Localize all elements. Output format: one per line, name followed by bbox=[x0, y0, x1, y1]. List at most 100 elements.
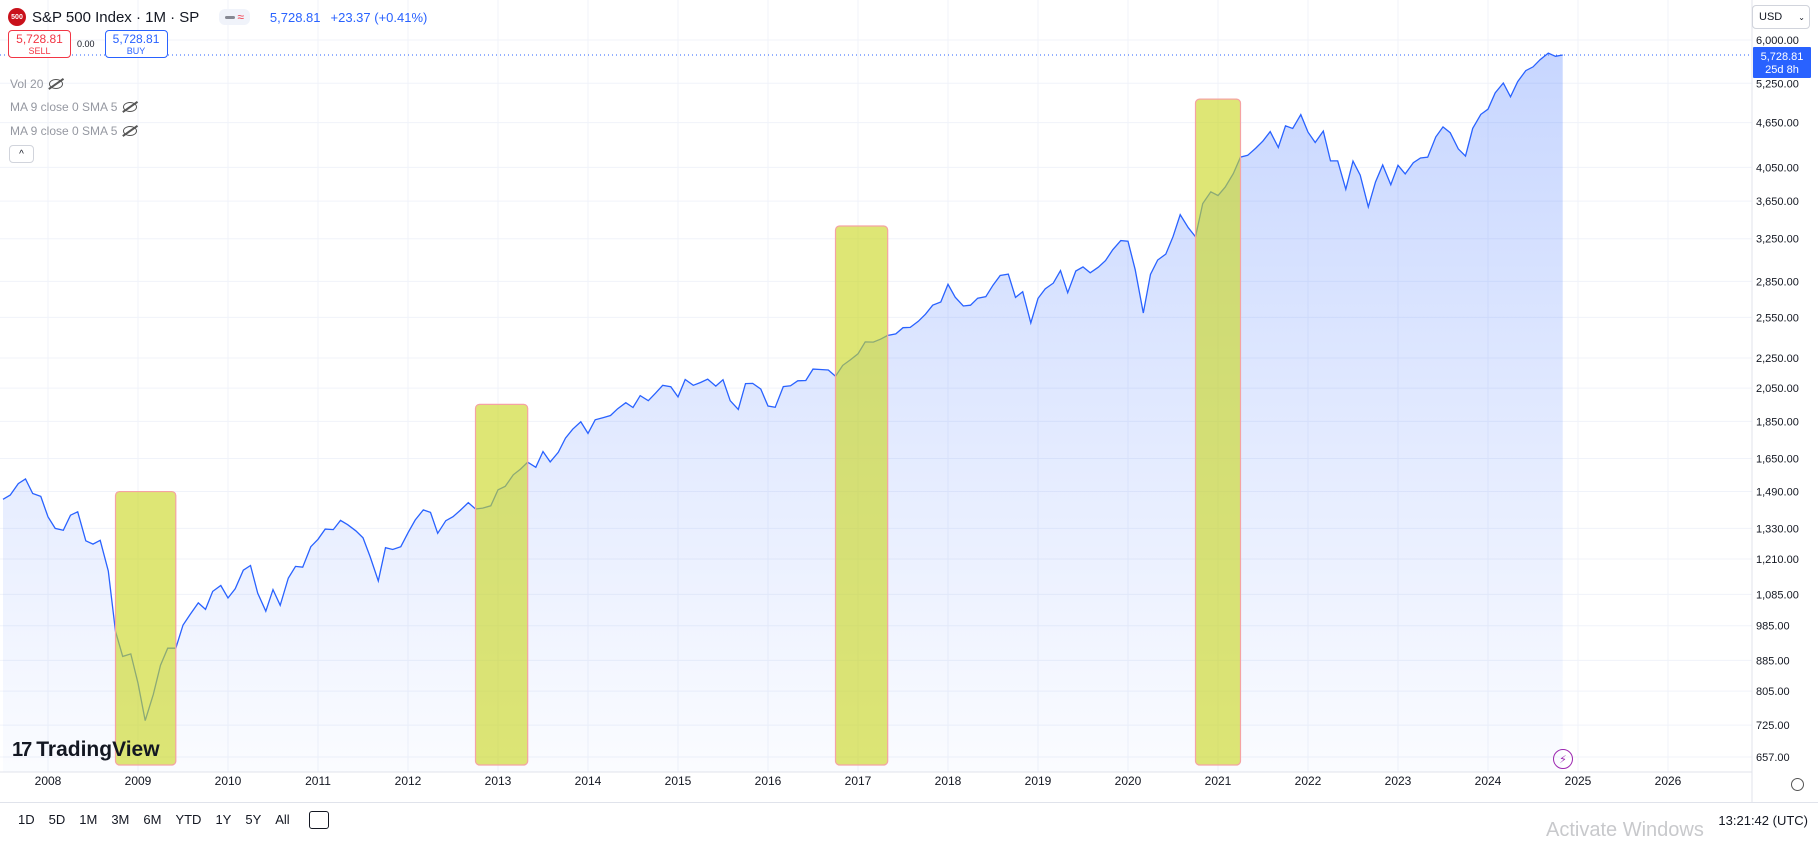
x-tick-label: 2010 bbox=[215, 774, 242, 788]
highlight-region bbox=[114, 490, 177, 766]
x-tick-label: 2026 bbox=[1655, 774, 1682, 788]
x-tick-label: 2008 bbox=[35, 774, 62, 788]
buy-price: 5,728.81 bbox=[112, 31, 160, 46]
chart-status-chip[interactable]: ≈ bbox=[219, 9, 250, 25]
spread: 0.00 bbox=[77, 39, 95, 49]
countdown-label: 25d 8h bbox=[1765, 64, 1799, 76]
sell-price: 5,728.81 bbox=[16, 31, 63, 46]
range-3m[interactable]: 3M bbox=[111, 812, 130, 827]
x-tick-label: 2012 bbox=[395, 774, 422, 788]
eye-hidden-icon[interactable] bbox=[123, 102, 138, 112]
price-area-fill bbox=[3, 53, 1563, 773]
lightning-icon[interactable]: ⚡ bbox=[1553, 749, 1573, 769]
last-price-badge bbox=[1753, 46, 1811, 78]
axes: 657.00 725.00 805.00 885.00 985.00 1,085.00 1,… bbox=[0, 0, 1811, 802]
x-tick-label: 2013 bbox=[485, 774, 512, 788]
x-tick-label: 2017 bbox=[845, 774, 872, 788]
price-change: +23.37 (+0.41%) bbox=[330, 9, 428, 25]
indicator-vol[interactable]: Vol 20 bbox=[10, 77, 64, 91]
trade-buttons: 5,728.81 SELL 0.00 5,728.81 BUY bbox=[8, 30, 168, 58]
range-6m[interactable]: 6M bbox=[143, 812, 162, 827]
y-tick-label: 2,550.00 bbox=[1756, 312, 1799, 324]
wave-icon: ≈ bbox=[237, 10, 244, 24]
y-tick-label: 4,650.00 bbox=[1756, 118, 1799, 130]
tradingview-mark-icon: 17 bbox=[12, 738, 32, 761]
last-price: 5,728.81 bbox=[269, 9, 321, 25]
brand-name: TradingView bbox=[36, 738, 160, 761]
x-tick-label: 2021 bbox=[1205, 774, 1232, 788]
x-tick-label: 2023 bbox=[1385, 774, 1412, 788]
y-tick-label: 805.00 bbox=[1756, 686, 1790, 698]
bottom-toolbar: 1D 5D 1M 3M 6M YTD 1Y 5Y All 13:21:42 (U… bbox=[0, 802, 1818, 836]
x-tick-label: 2024 bbox=[1475, 774, 1502, 788]
y-tick-label: 1,490.00 bbox=[1756, 487, 1799, 499]
y-tick-label: 985.00 bbox=[1756, 621, 1790, 633]
range-1y[interactable]: 1Y bbox=[215, 812, 232, 827]
minus-icon bbox=[225, 15, 236, 19]
price-line bbox=[2, 52, 1563, 721]
x-tick-label: 2015 bbox=[665, 774, 692, 788]
range-5y[interactable]: 5Y bbox=[245, 812, 262, 827]
currency-select[interactable]: USD ⌄ bbox=[1752, 5, 1810, 29]
highlight-region bbox=[834, 225, 889, 766]
price-chart[interactable]: 657.00 725.00 805.00 885.00 985.00 1,085.00 1,… bbox=[0, 0, 1818, 802]
x-tick-label: 2018 bbox=[935, 774, 962, 788]
x-tick-label: 2016 bbox=[755, 774, 782, 788]
y-tick-label: 657.00 bbox=[1756, 752, 1790, 764]
symbol-title[interactable]: S&P 500 Index · 1M · SP bbox=[32, 8, 200, 26]
gear-icon[interactable] bbox=[1791, 778, 1804, 791]
y-tick-label: 1,210.00 bbox=[1756, 554, 1799, 566]
x-tick-label: 2011 bbox=[305, 774, 331, 788]
buy-label: BUY bbox=[126, 45, 146, 56]
y-tick-label: 1,650.00 bbox=[1756, 453, 1799, 465]
indicator-label: MA 9 close 0 SMA 5 bbox=[10, 124, 118, 138]
highlight-region bbox=[474, 403, 529, 766]
eye-hidden-icon[interactable] bbox=[49, 79, 64, 89]
x-tick-label: 2009 bbox=[125, 774, 152, 788]
x-tick-label: 2025 bbox=[1565, 774, 1592, 788]
windows-activation-watermark: Activate Windows bbox=[1546, 819, 1704, 841]
range-5d[interactable]: 5D bbox=[48, 812, 66, 827]
y-tick-label: 2,250.00 bbox=[1756, 353, 1799, 365]
symbol-header: 500 S&P 500 Index · 1M · SP ≈ 5,728.81 +… bbox=[8, 6, 427, 28]
y-tick-label: 885.00 bbox=[1756, 655, 1790, 667]
currency-value: USD bbox=[1759, 11, 1783, 23]
price-area bbox=[2, 52, 1563, 773]
x-tick-label: 2019 bbox=[1025, 774, 1052, 788]
range-all[interactable]: All bbox=[275, 812, 290, 827]
y-tick-label: 5,250.00 bbox=[1756, 78, 1799, 90]
sp500-logo-icon: 500 bbox=[8, 8, 26, 26]
y-tick-label: 2,850.00 bbox=[1756, 276, 1799, 288]
last-price-label: 5,728.81 bbox=[1761, 51, 1804, 63]
indicator-label: Vol 20 bbox=[10, 77, 44, 91]
indicator-ma-2[interactable]: MA 9 close 0 SMA 5 bbox=[10, 124, 138, 138]
y-tick-label: 725.00 bbox=[1756, 720, 1790, 732]
collapse-indicators-button[interactable]: ^ bbox=[9, 145, 34, 163]
chevron-up-icon: ^ bbox=[19, 148, 24, 160]
buy-button[interactable]: 5,728.81 BUY bbox=[104, 30, 168, 58]
calendar-icon[interactable] bbox=[308, 810, 329, 829]
y-tick-label: 4,050.00 bbox=[1756, 162, 1799, 174]
x-tick-label: 2022 bbox=[1295, 774, 1322, 788]
tradingview-logo: 17 TradingView bbox=[12, 738, 160, 762]
utc-clock[interactable]: 13:21:42 (UTC) bbox=[1718, 813, 1808, 828]
range-1m[interactable]: 1M bbox=[79, 812, 98, 827]
sell-button[interactable]: 5,728.81 SELL bbox=[8, 30, 71, 58]
y-tick-label: 3,250.00 bbox=[1756, 234, 1799, 246]
eye-hidden-icon[interactable] bbox=[123, 126, 138, 136]
x-tick-label: 2014 bbox=[575, 774, 602, 788]
range-ytd[interactable]: YTD bbox=[175, 812, 202, 827]
y-tick-label: 1,850.00 bbox=[1756, 416, 1799, 428]
indicator-label: MA 9 close 0 SMA 5 bbox=[10, 100, 118, 114]
y-tick-label: 6,000.00 bbox=[1756, 35, 1799, 47]
chevron-down-icon: ⌄ bbox=[1798, 12, 1805, 22]
sell-label: SELL bbox=[28, 45, 51, 56]
y-tick-label: 1,085.00 bbox=[1756, 589, 1799, 601]
x-tick-label: 2020 bbox=[1115, 774, 1142, 788]
indicator-ma-1[interactable]: MA 9 close 0 SMA 5 bbox=[10, 100, 138, 114]
highlight-regions bbox=[114, 98, 1242, 766]
highlight-region bbox=[1194, 98, 1242, 766]
y-tick-label: 1,330.00 bbox=[1756, 523, 1799, 535]
y-tick-label: 3,650.00 bbox=[1756, 196, 1799, 208]
range-1d[interactable]: 1D bbox=[18, 812, 35, 827]
